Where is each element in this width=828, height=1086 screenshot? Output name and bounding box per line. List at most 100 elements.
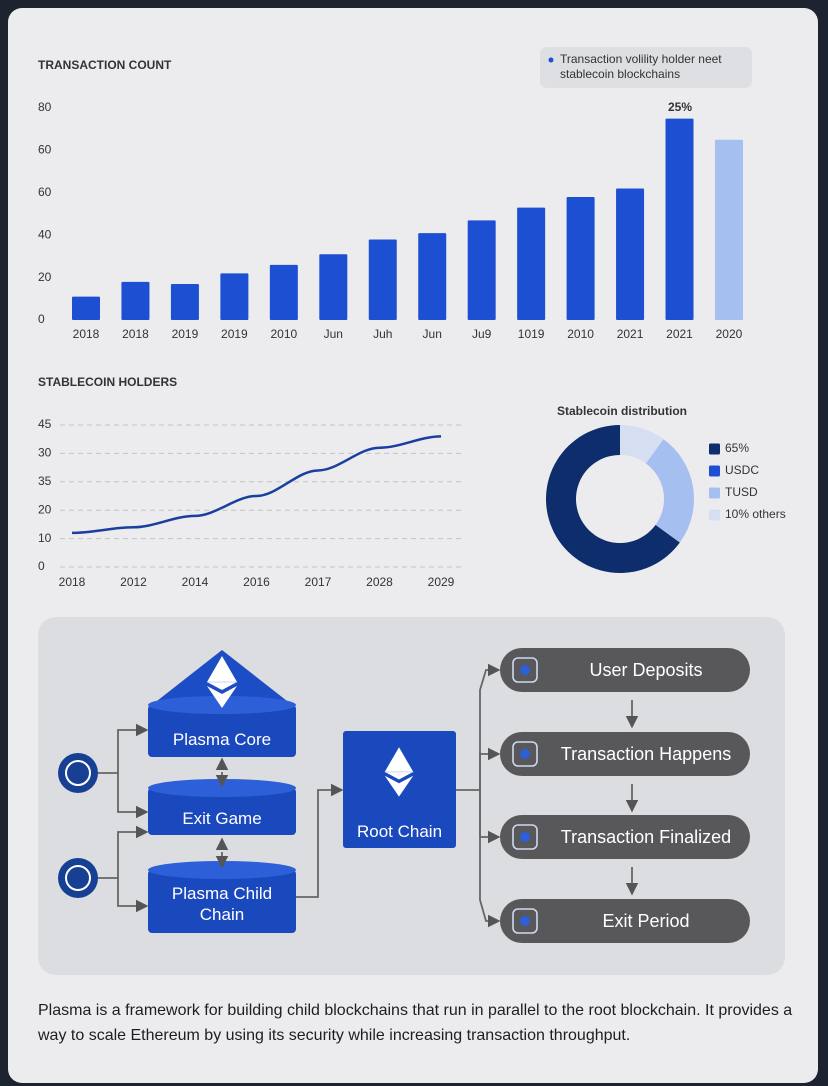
bar (616, 188, 645, 320)
bar (220, 273, 249, 320)
node: Exit Game (182, 808, 262, 828)
x-tick-label: 2014 (182, 575, 209, 589)
x-tick-label: 2029 (428, 575, 455, 589)
diagram (58, 648, 750, 943)
eth-logo (207, 686, 237, 708)
note-box (540, 47, 752, 88)
y-tick-label: 35 (38, 474, 52, 488)
annotation: 25% (668, 100, 692, 114)
chart-title: STABLECOIN HOLDERS (38, 375, 177, 389)
pie-slice (620, 425, 664, 464)
cylinder (148, 705, 296, 757)
y-tick-label: 60 (38, 185, 52, 199)
chart-title: TRANSACTION COUNT (38, 58, 172, 72)
x-tick-label: 2028 (366, 575, 393, 589)
step-icon (512, 657, 538, 683)
y-tick-label: 60 (38, 143, 52, 157)
cylinder-top (148, 779, 296, 797)
node: Root Chain (356, 821, 443, 841)
connector (117, 773, 149, 819)
line (71, 435, 442, 535)
cylinder (148, 870, 296, 933)
legend-swatch (709, 509, 720, 521)
x-tick-label: Jun (324, 327, 343, 341)
x-tick-label: 2016 (243, 575, 270, 589)
coin-icon (58, 858, 98, 898)
y-tick-label: 80 (38, 100, 52, 114)
chart-title: Stablecoin distribution (557, 404, 687, 418)
x-tick-label: 2017 (305, 575, 332, 589)
legend-swatch (709, 487, 720, 499)
y-tick-label: 45 (38, 417, 52, 431)
bar (665, 118, 694, 320)
y-tick-label: 20 (38, 270, 52, 284)
coin-icon-ring (65, 760, 91, 786)
node: Plasma Core (172, 729, 272, 749)
legend-label: TUSD (725, 485, 758, 499)
legend-label: 10% others (725, 507, 786, 521)
bar (714, 139, 743, 320)
bar (269, 264, 298, 320)
note: stablecoin blockchains (560, 67, 680, 81)
y-tick-label: 20 (38, 502, 52, 516)
y-tick-label: 0 (38, 559, 45, 573)
x-tick-label: 2020 (716, 327, 743, 341)
y-tick-label: 30 (38, 446, 52, 460)
step-icon-dot (520, 916, 530, 926)
coin-icon-ring (65, 865, 91, 891)
node: Plasma Child Chain (171, 884, 273, 924)
step-pill (500, 815, 750, 859)
note: Transaction volility holder neet (560, 52, 722, 66)
pie-slice (546, 425, 680, 574)
x-tick-label: 2010 (270, 327, 297, 341)
step-pill (500, 732, 750, 776)
bar (418, 233, 447, 320)
connector (479, 747, 501, 790)
cylinder-top (148, 861, 296, 879)
x-tick-label: 2019 (221, 327, 248, 341)
x-tick-label: 2021 (617, 327, 644, 341)
pie-slice (645, 439, 694, 543)
step: User Deposits (589, 659, 703, 680)
step-pill (500, 648, 750, 692)
step: Transaction Finalized (560, 826, 732, 847)
x-tick-label: Ju9 (472, 327, 492, 341)
connector (98, 723, 149, 774)
x-tick-label: 2021 (666, 327, 693, 341)
note-bullet (548, 57, 554, 63)
x-tick-label: 2019 (172, 327, 199, 341)
x-tick-label: 1019 (518, 327, 545, 341)
x-tick-label: 2010 (567, 327, 594, 341)
x-tick-label: 2018 (122, 327, 149, 341)
step-pill (500, 899, 750, 943)
x-tick-label: 2012 (120, 575, 147, 589)
connector (98, 825, 149, 879)
bar (517, 207, 546, 320)
legend-label: 65% (725, 441, 749, 455)
connector (296, 783, 344, 898)
legend-swatch (709, 465, 720, 477)
y-tick-label: 10 (38, 531, 52, 545)
eth-logo (384, 775, 414, 797)
cylinder (148, 788, 296, 835)
step-icon (512, 741, 538, 767)
step-icon-dot (520, 749, 530, 759)
bar (121, 281, 150, 320)
connector (117, 878, 149, 913)
legend-swatch (709, 443, 720, 455)
bar (72, 296, 100, 320)
bar (319, 254, 348, 320)
bar (467, 220, 496, 320)
connector (479, 663, 501, 790)
y-tick-label: 40 (38, 227, 52, 241)
x-tick-label: 2018 (59, 575, 86, 589)
caption: Plasma is a framework for building child… (38, 1002, 793, 1044)
x-tick-label: 2018 (73, 327, 100, 341)
x-tick-label: Juh (373, 327, 392, 341)
step-icon (512, 908, 538, 934)
step: Transaction Happens (560, 743, 732, 764)
step-icon (512, 824, 538, 850)
x-tick-label: Jun (423, 327, 442, 341)
